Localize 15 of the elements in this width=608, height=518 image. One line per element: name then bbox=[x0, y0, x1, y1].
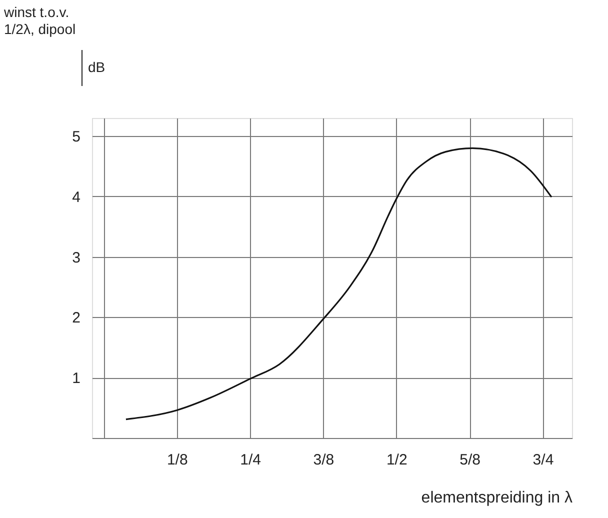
y-tick-label: 1 bbox=[72, 370, 80, 388]
x-tick-label: 1/2 bbox=[386, 452, 408, 468]
x-tick-label: 3/8 bbox=[313, 452, 334, 468]
x-tick-label: 3/4 bbox=[532, 452, 554, 468]
line-series bbox=[125, 147, 552, 420]
text: winst t.o.v. 1/2λ, dipool bbox=[3, 4, 76, 37]
y-tick-label: 3 bbox=[72, 249, 80, 266]
x-tick-label: 1/4 bbox=[240, 452, 261, 468]
x-tick-label: 1/8 bbox=[166, 452, 188, 468]
y-tick-label: 5 bbox=[72, 128, 80, 146]
x-axis-title: elementspreiding in λ bbox=[421, 490, 572, 506]
y-tick-label: 4 bbox=[72, 188, 80, 206]
y-tick-label: 2 bbox=[72, 310, 80, 327]
text: dB bbox=[88, 59, 106, 75]
x-tick-label: 5/8 bbox=[460, 452, 480, 468]
